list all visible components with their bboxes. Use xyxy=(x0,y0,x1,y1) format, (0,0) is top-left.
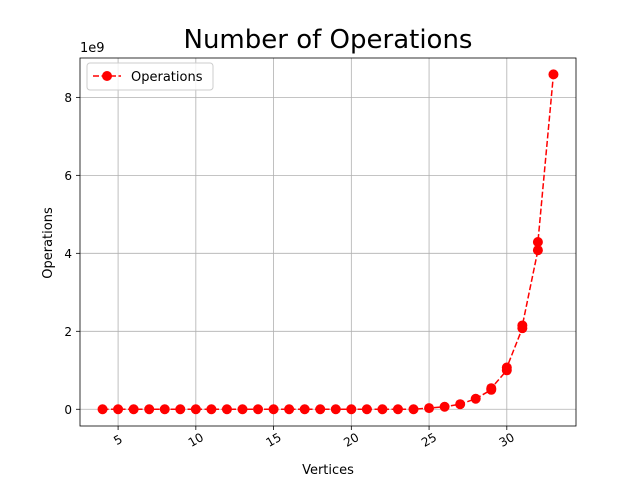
data-point-operations xyxy=(548,69,559,80)
data-point-operations xyxy=(532,237,543,248)
data-point-operations xyxy=(330,404,341,415)
y-tick-label: 8 xyxy=(64,91,72,105)
legend: Operations xyxy=(86,62,214,91)
x-axis: 5 10 15 20 25 30 xyxy=(111,426,517,450)
data-point-operations xyxy=(113,404,124,415)
data-point-operations xyxy=(470,393,481,404)
data-point-operations xyxy=(377,404,388,415)
grid-lines xyxy=(80,58,576,426)
x-tick-label: 20 xyxy=(341,430,361,450)
x-tick-label: 10 xyxy=(186,430,206,450)
legend-marker-sample xyxy=(102,71,112,81)
data-point-operations xyxy=(190,404,201,415)
data-point-operations xyxy=(501,362,512,373)
y-tick-label: 6 xyxy=(64,169,72,183)
data-point-operations xyxy=(346,404,357,415)
data-point-operations xyxy=(315,404,326,415)
data-point-operations xyxy=(361,404,372,415)
y-tick-label: 0 xyxy=(64,403,72,417)
x-tick-label: 15 xyxy=(263,430,283,450)
y-axis-offset-label: 1e9 xyxy=(80,41,105,56)
data-point-operations xyxy=(392,404,403,415)
data-point-operations xyxy=(284,404,295,415)
data-point-operations xyxy=(206,404,217,415)
data-point-operations xyxy=(128,404,139,415)
data-point-operations xyxy=(455,399,466,410)
data-point-operations xyxy=(237,404,248,415)
data-point-operations xyxy=(408,404,419,415)
data-point-operations xyxy=(299,404,310,415)
data-point-operations xyxy=(424,403,435,414)
y-tick-label: 2 xyxy=(64,325,72,339)
plot-area-frame xyxy=(79,57,577,427)
data-point-operations xyxy=(221,404,232,415)
y-tick-label: 4 xyxy=(64,247,72,261)
data-point-operations xyxy=(175,404,186,415)
x-tick-label: 25 xyxy=(419,430,439,450)
data-point-operations xyxy=(439,401,450,412)
x-tick-label: 30 xyxy=(497,430,517,450)
data-point-operations xyxy=(144,404,155,415)
chart-title: Number of Operations xyxy=(184,25,473,55)
data-point-operations xyxy=(486,383,497,394)
legend-entry-operations: Operations xyxy=(131,70,203,85)
data-point-operations xyxy=(253,404,264,415)
x-axis-label: Vertices xyxy=(302,463,354,478)
series-layer xyxy=(97,69,559,415)
data-point-operations xyxy=(532,245,543,256)
data-point-operations xyxy=(268,404,279,415)
y-axis-label: Operations xyxy=(41,207,56,279)
data-point-operations xyxy=(517,320,528,331)
data-point-operations xyxy=(97,404,108,415)
data-point-operations xyxy=(159,404,170,415)
legend-box xyxy=(86,62,214,91)
y-axis: 0 2 4 6 8 xyxy=(64,91,80,417)
